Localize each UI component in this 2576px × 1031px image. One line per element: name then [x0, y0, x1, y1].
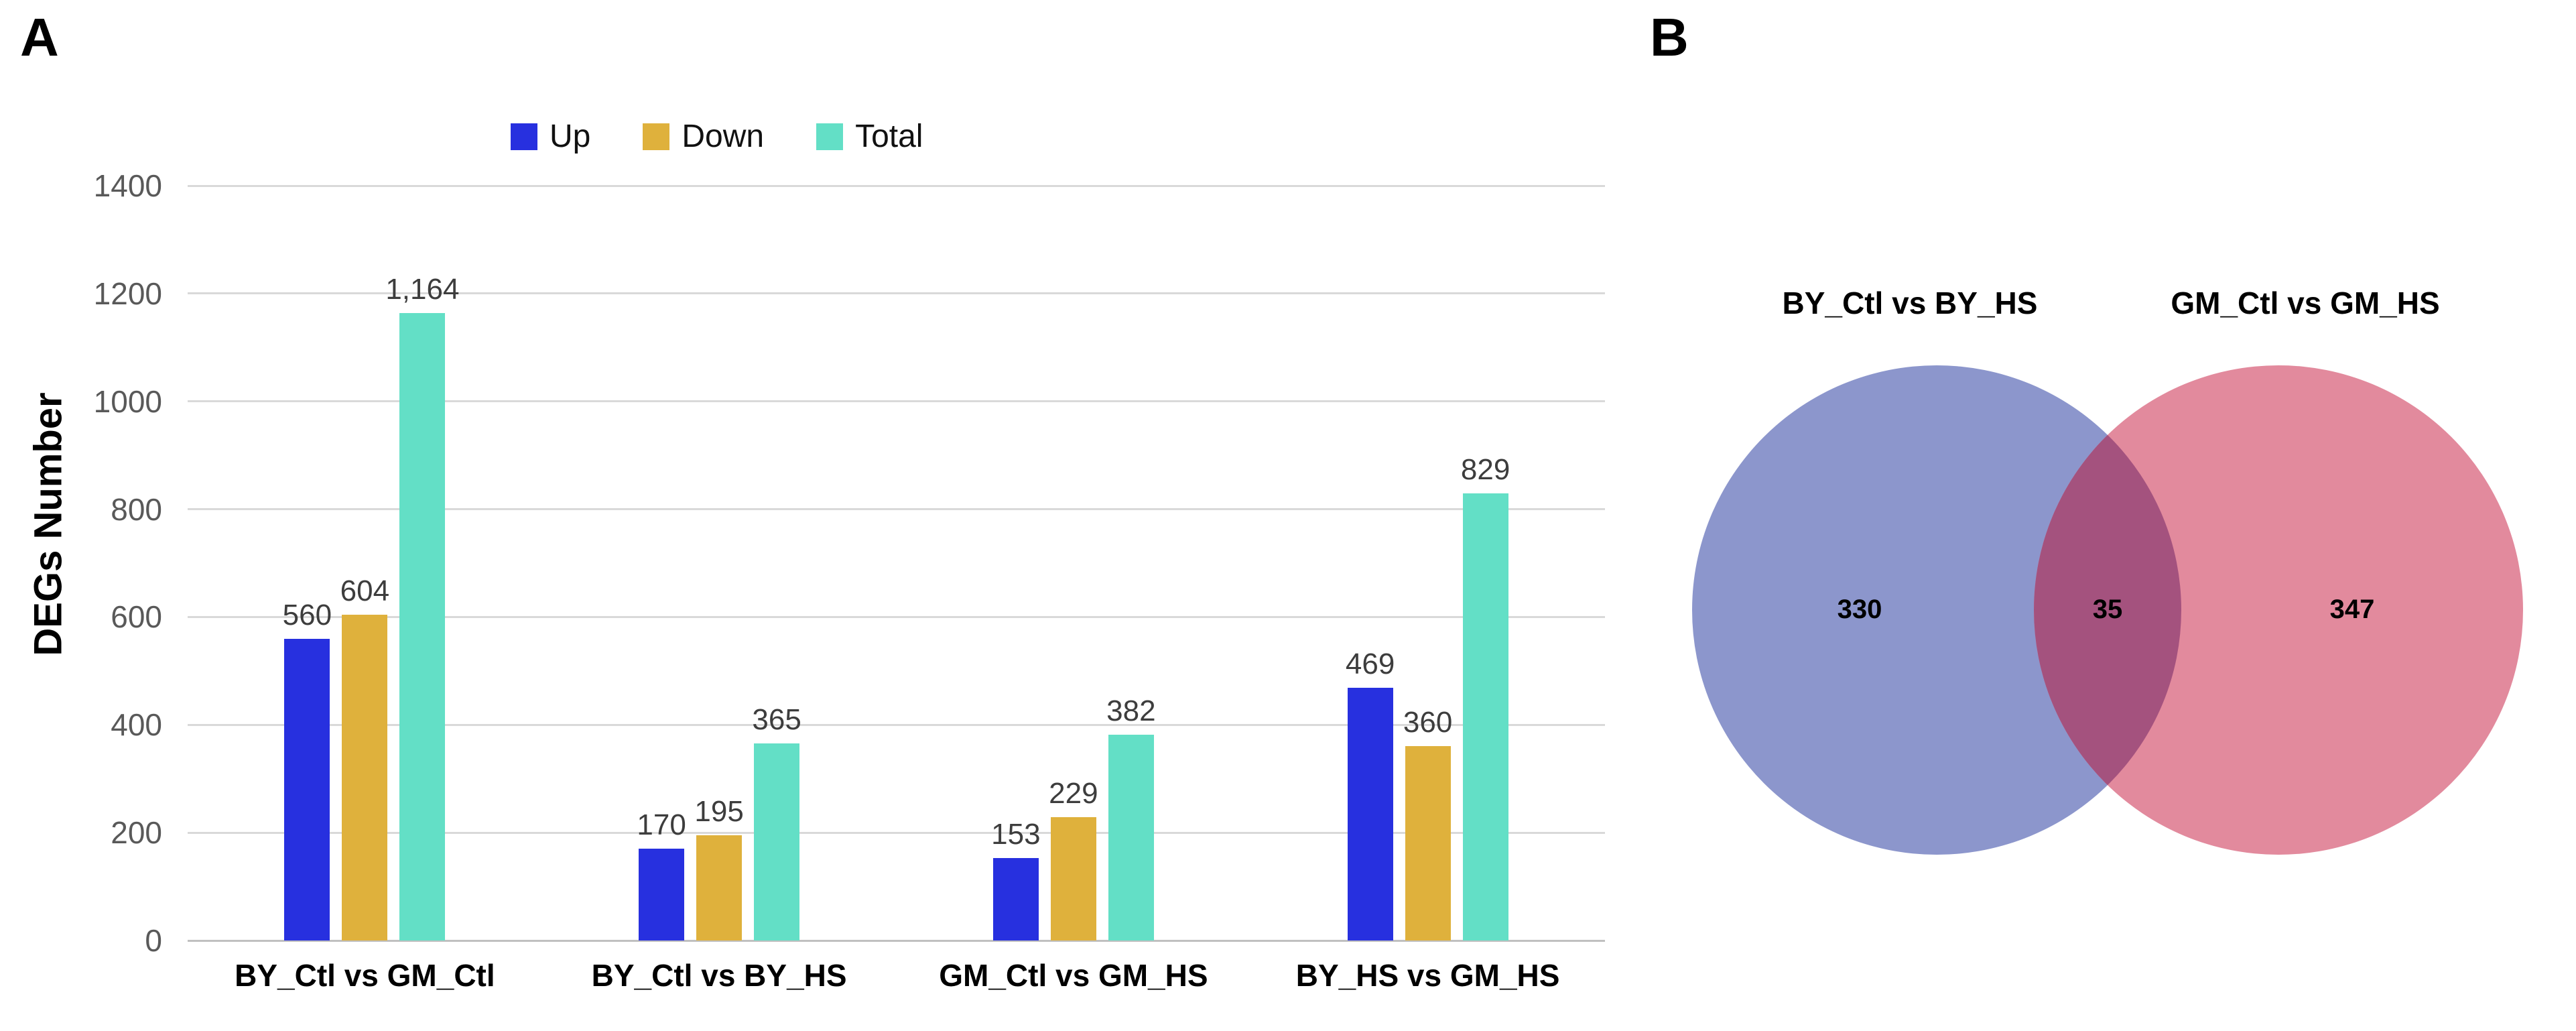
bar-group-0: 560 604 1,164 [188, 186, 542, 941]
bar-group-1: 170 195 365 [542, 186, 897, 941]
legend-label-up: Up [550, 119, 591, 154]
venn-left-set-label: BY_Ctl vs BY_HS [1783, 286, 2038, 320]
legend-item-down: Down [643, 121, 764, 153]
bar-value-label: 153 [991, 817, 1041, 851]
bar-total-2: 382 [1106, 694, 1156, 941]
bar-down-2: 229 [1049, 777, 1098, 941]
bar-up-3: 469 [1346, 648, 1395, 941]
y-tick-label-0: 0 [145, 923, 162, 958]
x-category-label-3: BY_HS vs GM_HS [1295, 958, 1560, 993]
legend-item-total: Total [816, 121, 923, 153]
bar-value-label: 195 [694, 795, 744, 829]
bar-group-2: 153 229 382 [897, 186, 1251, 941]
bar-total-3: 829 [1461, 453, 1510, 941]
bar-value-label: 365 [752, 703, 801, 737]
gridline-1000 [188, 400, 1605, 403]
bar-value-label: 229 [1049, 776, 1098, 810]
gridline-1200 [188, 292, 1605, 295]
bar-down-1: 195 [694, 795, 744, 941]
bar-value-label: 829 [1460, 453, 1510, 487]
bar-value-label: 382 [1106, 694, 1156, 727]
x-category-label-2: GM_Ctl vs GM_HS [939, 958, 1208, 993]
x-category-label-1: BY_Ctl vs BY_HS [591, 958, 847, 993]
bar-value-label: 604 [340, 574, 390, 608]
bar-total-1: 365 [752, 703, 801, 941]
gridline-200 [188, 831, 1605, 834]
legend-label-total: Total [855, 119, 923, 154]
y-tick-label-200: 200 [111, 815, 162, 851]
bar-group-3: 469 360 829 [1250, 186, 1605, 941]
gridline-400 [188, 723, 1605, 726]
bar-up-1: 170 [637, 808, 686, 941]
bar-down-3: 360 [1403, 706, 1452, 941]
y-tick-label-600: 600 [111, 599, 162, 635]
venn-right-circle [2034, 365, 2523, 855]
legend-marker-total [816, 123, 844, 150]
y-tick-label-1200: 1200 [93, 276, 162, 311]
venn-overlap-value: 35 [2093, 595, 2123, 624]
y-tick-label-800: 800 [111, 491, 162, 527]
x-category-label-0: BY_Ctl vs GM_Ctl [235, 958, 495, 993]
bar-up-2: 153 [991, 818, 1041, 941]
bar-plot-area: 0 200 400 600 800 1000 1200 1400 560 604 1,164 BY_C… [94, 168, 1605, 993]
y-tick-label-1400: 1400 [93, 168, 162, 203]
venn-right-only-value: 347 [2330, 595, 2375, 624]
venn-left-only-value: 330 [1838, 595, 1882, 624]
bar-value-label: 1,164 [385, 272, 460, 306]
panel-a-letter: A [20, 7, 59, 67]
bar-value-label: 170 [637, 808, 686, 842]
venn-right-set-label: GM_Ctl vs GM_HS [2171, 286, 2439, 320]
gridline-0 [188, 939, 1605, 942]
gridline-600 [188, 615, 1605, 618]
chart-legend: Up Down Total [511, 121, 923, 153]
bar-value-label: 469 [1345, 647, 1395, 680]
legend-marker-up [511, 123, 537, 150]
bar-up-0: 560 [283, 599, 332, 941]
venn-diagram: BY_Ctl vs BY_HS GM_Ctl vs GM_HS 330 35 3… [1692, 286, 2523, 855]
bar-value-label: 360 [1403, 706, 1453, 739]
y-tick-label-1000: 1000 [93, 383, 162, 419]
y-tick-label-400: 400 [111, 707, 162, 743]
legend-item-up: Up [511, 121, 590, 153]
legend-label-down: Down [682, 119, 765, 154]
bar-value-label: 560 [282, 598, 332, 631]
gridline-800 [188, 508, 1605, 511]
bar-down-0: 604 [340, 574, 389, 941]
bar-total-0: 1,164 [385, 273, 459, 941]
legend-marker-down [643, 123, 670, 150]
venn-left-circle [1692, 365, 2181, 855]
panel-b-letter: B [1650, 7, 1689, 67]
gridline-1400 [188, 184, 1605, 187]
